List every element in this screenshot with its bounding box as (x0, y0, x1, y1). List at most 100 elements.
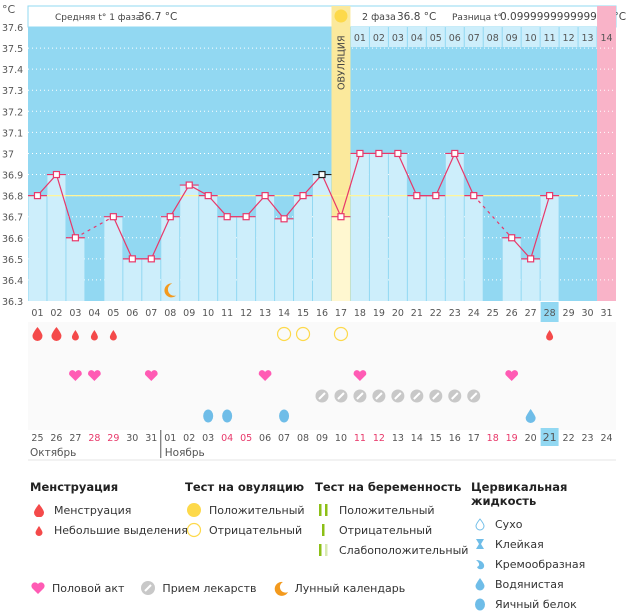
calendar-date: 21 (543, 431, 557, 444)
temperature-line (397, 153, 418, 196)
y-tick-label: 37.3 (2, 86, 23, 97)
dry-icon (471, 517, 489, 531)
temperature-point[interactable] (185, 181, 193, 189)
temperature-line (283, 195, 304, 220)
legend-label: Кремообразная (495, 557, 586, 571)
temperature-point[interactable] (546, 192, 554, 200)
temperature-bar (294, 195, 313, 301)
calendar-date: 07 (278, 433, 290, 444)
cycle-day-label: 12 (240, 308, 252, 319)
diff-value: 0.099999999999994 °C (500, 11, 626, 23)
egg-white-fluid-icon (222, 409, 233, 423)
legend-label: Лунный календарь (294, 581, 406, 595)
post-ovulation-cell (597, 27, 616, 47)
temperature-point[interactable] (394, 149, 402, 158)
cycle-day-label: 26 (506, 308, 518, 319)
temperature-point[interactable] (261, 192, 269, 200)
temperature-bar (218, 216, 237, 301)
cycle-day-label: 11 (221, 308, 233, 319)
pill-stripe (451, 392, 459, 400)
post-ovulation-cell (388, 27, 407, 47)
temperature-line (169, 184, 190, 218)
cycle-day-label: 28 (544, 308, 556, 319)
temperature-bar (199, 195, 218, 301)
temperature-point[interactable] (299, 192, 307, 200)
temperature-point[interactable] (128, 255, 136, 263)
temperature-point[interactable] (375, 149, 383, 158)
calendar-date: 26 (50, 433, 62, 444)
temperature-point[interactable] (432, 192, 440, 200)
temperature-point[interactable] (204, 192, 212, 200)
temperature-bar (426, 195, 445, 301)
faint-lines-icon (315, 543, 333, 557)
temperature-point[interactable] (109, 213, 117, 221)
temperature-point[interactable] (451, 149, 459, 158)
post-ovulation-day: 03 (392, 33, 404, 44)
post-ovulation-cell (350, 27, 369, 47)
creamy-icon (471, 557, 489, 571)
cycle-day-label: 20 (392, 308, 404, 319)
intercourse-heart-icon (144, 370, 158, 381)
legend-title: Цервикальная жидкость (471, 480, 568, 508)
cycle-day-label: 17 (335, 308, 347, 319)
temperature-point[interactable] (470, 192, 478, 200)
cycle-day-label: 23 (449, 308, 461, 319)
legend-label: Небольшие выделения (54, 523, 188, 537)
moon-icon (273, 580, 289, 596)
cycle-day-label: 31 (600, 308, 612, 319)
temperature-bar (104, 216, 123, 301)
legend-title: Менструация (30, 480, 119, 494)
cycle-day-label: 02 (50, 308, 62, 319)
pill-stripe (432, 392, 440, 400)
watery-icon (471, 577, 489, 591)
watery-fluid-icon (525, 409, 536, 423)
post-ovulation-day: 13 (582, 33, 594, 44)
temperature-point[interactable] (166, 213, 174, 221)
temperature-point[interactable] (147, 255, 155, 263)
legend-label: Отрицательный (209, 523, 303, 537)
post-ovulation-day: 02 (373, 33, 385, 44)
temperature-point[interactable] (242, 213, 250, 221)
temperature-bar (445, 153, 464, 301)
temperature-point[interactable] (223, 213, 231, 221)
temperature-point[interactable] (527, 255, 535, 263)
calendar-date: 25 (31, 433, 43, 444)
calendar-date: 06 (259, 433, 271, 444)
pill-icon (140, 580, 156, 596)
cycle-day-label: 30 (582, 308, 594, 319)
temperature-point[interactable] (337, 213, 345, 221)
y-tick-label: 36.4 (2, 276, 23, 287)
cycle-day-label: 25 (487, 308, 499, 319)
calendar-date: 16 (449, 433, 461, 444)
temperature-bar (47, 174, 66, 301)
cycle-day-label: 14 (278, 308, 290, 319)
post-ovulation-day: 08 (487, 33, 499, 44)
temperature-point[interactable] (508, 234, 516, 242)
temperature-point[interactable] (33, 192, 42, 200)
temperature-point[interactable] (318, 170, 326, 179)
cycle-day-label: 27 (525, 308, 537, 319)
temperature-point[interactable] (52, 170, 61, 179)
temperature-bar (502, 237, 521, 301)
calendar-date: 08 (297, 433, 309, 444)
phase1-value: 36.7 °C (138, 11, 177, 23)
pink-column (597, 6, 616, 301)
legend-label: Клейкая (495, 537, 544, 551)
pill-stripe (470, 392, 478, 400)
temperature-point[interactable] (413, 192, 421, 200)
cycle-day-label: 19 (373, 308, 385, 319)
y-tick-label: 36.6 (2, 234, 23, 245)
intercourse-heart-icon (353, 370, 367, 381)
temperature-point[interactable] (356, 149, 364, 158)
temperature-point[interactable] (71, 234, 80, 242)
pill-stripe (356, 392, 364, 400)
temperature-bar (350, 153, 369, 301)
post-ovulation-cell (559, 27, 578, 47)
calendar-date: 04 (221, 433, 233, 444)
temperature-line (112, 216, 133, 260)
temperature-line (264, 195, 285, 220)
heart-icon (30, 581, 46, 595)
temperature-line (340, 153, 361, 217)
temperature-point[interactable] (280, 215, 288, 223)
intercourse-heart-icon (88, 370, 101, 381)
